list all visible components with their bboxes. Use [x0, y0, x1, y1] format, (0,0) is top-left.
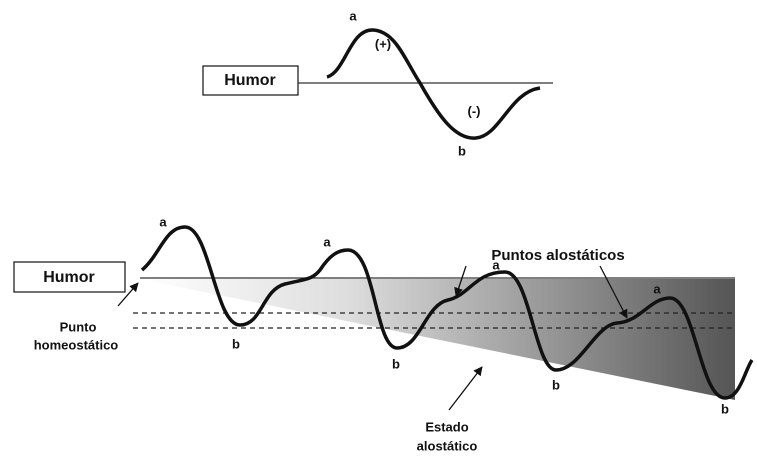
peak-label: a — [323, 234, 331, 249]
allostatic-state-label: Estado — [425, 419, 468, 434]
humor-label: Humor — [43, 269, 95, 286]
peak-label: a — [159, 214, 167, 229]
allostatic-points-label: Puntos alostáticos — [491, 247, 624, 264]
peak-label: a — [492, 257, 500, 272]
peak-label: a — [349, 8, 357, 23]
humor-box — [202, 65, 299, 96]
positive-label: (+) — [375, 36, 391, 51]
arrow — [117, 282, 139, 307]
humor-box — [13, 261, 126, 293]
arrow — [454, 265, 467, 297]
wave — [326, 28, 541, 140]
bottom-diagram: Humor a a a a b b b b Puntos alostáticos… — [13, 214, 754, 453]
trough-label: b — [232, 336, 240, 351]
arrow — [448, 366, 483, 411]
top-diagram: Humor a (+) (-) b — [202, 8, 553, 158]
arrow — [599, 265, 628, 319]
wave — [140, 225, 754, 400]
humor-label: Humor — [224, 72, 276, 89]
trough-label: b — [458, 143, 466, 158]
peak-label: a — [653, 281, 661, 296]
homeostatic-label: homeostático — [34, 337, 119, 352]
homeostatic-label: Punto — [60, 319, 97, 334]
allostatic-wedge — [140, 279, 735, 400]
negative-label: (-) — [468, 103, 481, 118]
trough-label: b — [392, 356, 400, 371]
allostatic-state-label: alostático — [417, 438, 478, 453]
trough-label: b — [552, 377, 560, 392]
trough-label: b — [721, 401, 729, 416]
